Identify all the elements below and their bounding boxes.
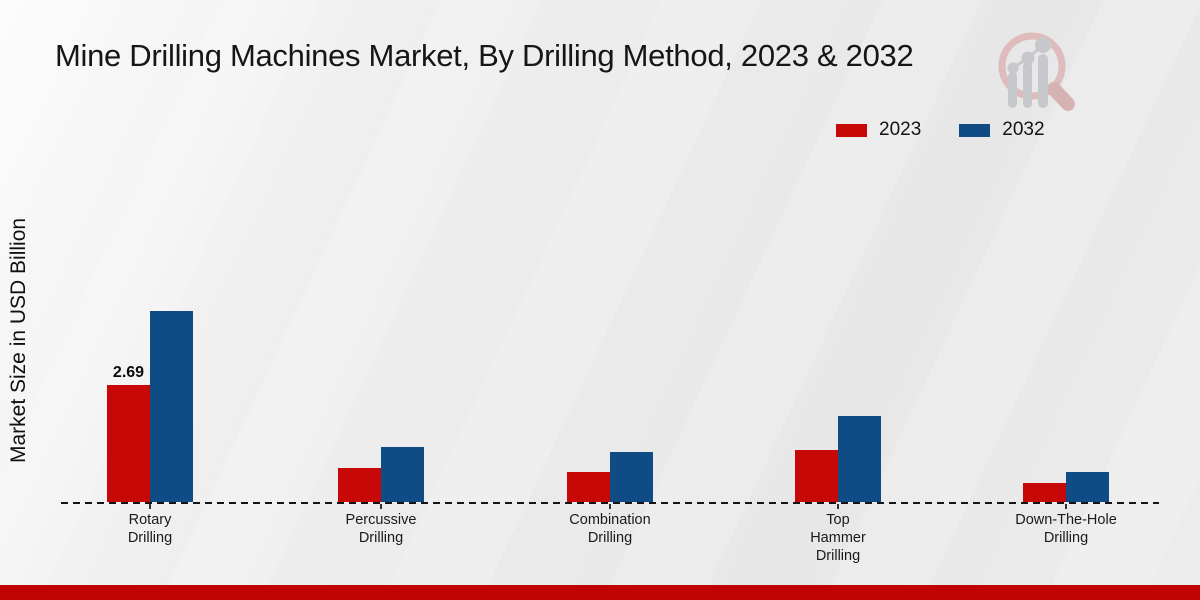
category-label-rotary-drilling: Rotary Drilling xyxy=(127,512,173,547)
bar-2032-rotary-drilling xyxy=(150,311,193,502)
category-label-top-hammer-drilling: Top Hammer Drilling xyxy=(810,512,866,565)
x-axis-tick xyxy=(609,504,611,509)
legend-item-2023: 2023 xyxy=(836,119,921,141)
x-axis-tick xyxy=(380,504,382,509)
bar-2032-down-the-hole-drilling xyxy=(1066,472,1109,502)
category-label-percussive-drilling: Percussive Drilling xyxy=(345,512,417,547)
x-axis-tick xyxy=(149,504,151,509)
bar-2032-percussive-drilling xyxy=(381,447,424,502)
chart-title: Mine Drilling Machines Market, By Drilli… xyxy=(55,38,914,73)
bar-2023-combination-drilling xyxy=(567,472,610,502)
bar-2023-percussive-drilling xyxy=(338,468,381,502)
bar-2023-rotary-drilling xyxy=(107,385,150,502)
x-axis-tick xyxy=(1065,504,1067,509)
footer-accent-bar xyxy=(0,585,1200,600)
bar-2023-top-hammer-drilling xyxy=(795,450,838,502)
legend-swatch-2032 xyxy=(959,123,991,137)
bar-2023-down-the-hole-drilling xyxy=(1023,483,1066,502)
legend-item-2032: 2032 xyxy=(959,119,1045,141)
bar-value-label: 2.69 xyxy=(112,364,145,381)
category-label-down-the-hole-drilling: Down-The-Hole Drilling xyxy=(1015,512,1117,547)
category-label-combination-drilling: Combination Drilling xyxy=(569,512,651,547)
x-axis-dashed-baseline xyxy=(61,502,1159,504)
bar-2032-combination-drilling xyxy=(610,452,653,502)
legend: 2023 2032 xyxy=(836,119,1045,141)
bar-2032-top-hammer-drilling xyxy=(838,416,881,502)
magnifier-bar-chart-logo xyxy=(998,32,1075,111)
legend-swatch-2023 xyxy=(836,123,867,137)
x-axis-tick xyxy=(837,504,839,509)
legend-label-2032: 2032 xyxy=(1002,119,1045,140)
legend-label-2023: 2023 xyxy=(879,119,922,140)
